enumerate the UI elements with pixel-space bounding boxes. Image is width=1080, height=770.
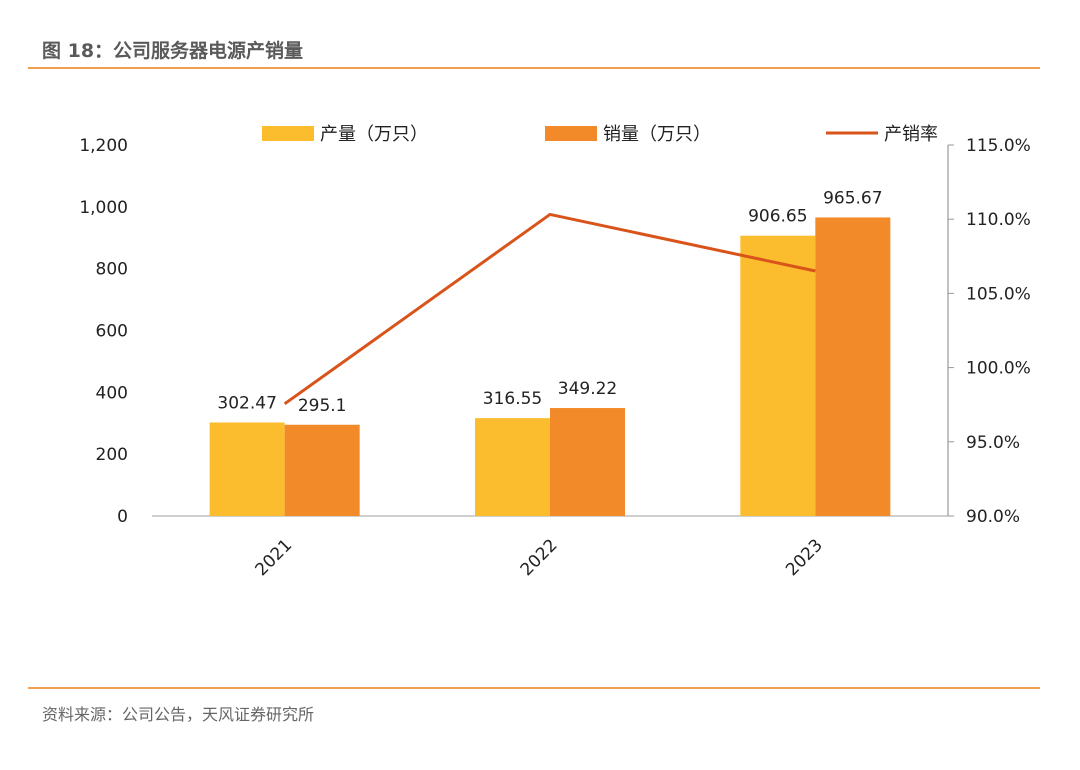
bar-data-label: 349.22 bbox=[558, 379, 617, 399]
bar-data-label: 316.55 bbox=[483, 389, 542, 409]
bar-sales bbox=[815, 217, 891, 516]
bar-production bbox=[209, 422, 285, 516]
left-tick-label: 800 bbox=[96, 260, 128, 280]
left-tick-label: 1,200 bbox=[79, 136, 128, 156]
left-tick-label: 200 bbox=[96, 445, 128, 465]
x-tick-label: 2022 bbox=[517, 535, 562, 580]
source-divider bbox=[28, 687, 1040, 689]
bar-data-label: 906.65 bbox=[748, 207, 807, 227]
right-tick-label: 105.0% bbox=[966, 284, 1031, 304]
bar-data-label: 302.47 bbox=[217, 393, 276, 413]
source-note: 资料来源：公司公告，天风证券研究所 bbox=[42, 705, 315, 724]
figure-title: 图 18：公司服务器电源产销量 bbox=[42, 40, 304, 62]
bar-sales bbox=[284, 424, 360, 516]
bar-production bbox=[740, 235, 816, 517]
left-tick-label: 1,000 bbox=[79, 198, 128, 218]
x-tick-label: 2021 bbox=[251, 535, 296, 580]
legend-swatch bbox=[262, 126, 314, 141]
legend-swatch bbox=[545, 126, 597, 141]
bar-data-label: 295.1 bbox=[298, 396, 347, 416]
bar-data-label: 965.67 bbox=[823, 188, 882, 208]
right-tick-label: 95.0% bbox=[966, 433, 1020, 453]
legend-label: 产量（万只） bbox=[320, 124, 428, 145]
bar-sales bbox=[550, 408, 625, 516]
x-tick-label: 2023 bbox=[782, 535, 827, 580]
right-tick-label: 90.0% bbox=[966, 507, 1020, 527]
legend-label: 产销率 bbox=[884, 124, 938, 145]
bar-production bbox=[475, 418, 550, 516]
right-tick-label: 110.0% bbox=[966, 210, 1031, 230]
title-divider bbox=[28, 67, 1040, 69]
left-tick-label: 400 bbox=[96, 383, 128, 403]
right-tick-label: 100.0% bbox=[966, 359, 1031, 379]
left-tick-label: 0 bbox=[117, 507, 128, 527]
right-tick-label: 115.0% bbox=[966, 136, 1031, 156]
left-tick-label: 600 bbox=[96, 322, 128, 342]
legend-label: 销量（万只） bbox=[603, 124, 711, 145]
line-sales-rate bbox=[283, 212, 816, 406]
